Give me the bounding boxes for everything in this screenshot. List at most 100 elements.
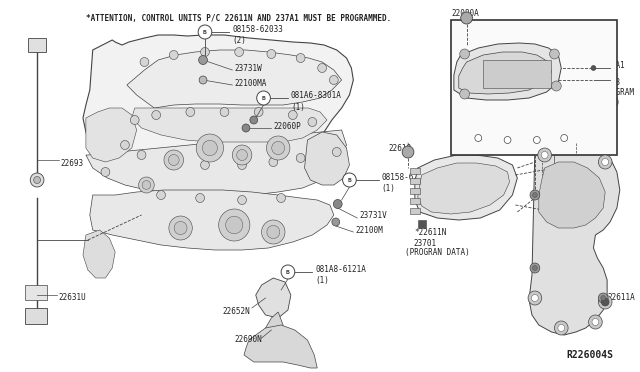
- Circle shape: [120, 141, 129, 150]
- Circle shape: [308, 118, 317, 126]
- Circle shape: [601, 298, 609, 306]
- Text: 08158-62033: 08158-62033: [232, 25, 283, 33]
- Text: DATA): DATA): [597, 97, 621, 106]
- Circle shape: [137, 151, 146, 160]
- Polygon shape: [539, 162, 605, 228]
- Circle shape: [558, 324, 564, 331]
- Circle shape: [276, 193, 285, 202]
- Polygon shape: [459, 52, 552, 94]
- Polygon shape: [86, 130, 346, 195]
- Circle shape: [196, 193, 205, 202]
- Circle shape: [402, 146, 414, 158]
- Circle shape: [202, 140, 218, 156]
- Circle shape: [237, 150, 248, 160]
- Text: R226004S: R226004S: [566, 350, 613, 360]
- Circle shape: [101, 167, 110, 176]
- Text: 237A3: 237A3: [597, 77, 621, 87]
- Circle shape: [289, 110, 297, 119]
- Text: 22652N: 22652N: [223, 308, 250, 317]
- Text: B: B: [348, 177, 351, 183]
- Bar: [410, 168, 420, 174]
- Circle shape: [461, 12, 472, 24]
- Circle shape: [142, 180, 150, 189]
- Circle shape: [152, 110, 161, 119]
- Text: B: B: [262, 96, 266, 100]
- Text: *22611N: *22611N: [414, 228, 446, 237]
- Circle shape: [601, 295, 605, 301]
- Circle shape: [164, 150, 184, 170]
- Circle shape: [196, 134, 223, 162]
- Text: (1): (1): [291, 103, 305, 112]
- Circle shape: [157, 190, 166, 199]
- Circle shape: [460, 89, 470, 99]
- Text: 22690N: 22690N: [234, 336, 262, 344]
- Circle shape: [460, 49, 470, 59]
- Circle shape: [200, 160, 209, 170]
- Circle shape: [250, 116, 258, 124]
- Text: 23701: 23701: [414, 238, 437, 247]
- Bar: [28, 38, 46, 52]
- Text: 081A8-6121A: 081A8-6121A: [316, 264, 366, 273]
- Circle shape: [296, 54, 305, 62]
- Polygon shape: [454, 43, 561, 100]
- Circle shape: [237, 196, 246, 205]
- Circle shape: [532, 266, 538, 270]
- Circle shape: [332, 148, 341, 157]
- Circle shape: [199, 76, 207, 84]
- Circle shape: [541, 151, 548, 158]
- Circle shape: [169, 216, 192, 240]
- Circle shape: [602, 158, 609, 166]
- Circle shape: [235, 48, 244, 57]
- Circle shape: [332, 218, 340, 226]
- Text: 22631U: 22631U: [59, 294, 86, 302]
- Circle shape: [200, 48, 209, 57]
- Circle shape: [554, 321, 568, 335]
- Circle shape: [533, 137, 540, 144]
- Circle shape: [220, 108, 229, 116]
- Circle shape: [561, 135, 568, 141]
- Circle shape: [232, 145, 252, 165]
- Circle shape: [170, 51, 178, 60]
- Circle shape: [530, 190, 540, 200]
- Circle shape: [598, 155, 612, 169]
- Circle shape: [219, 209, 250, 241]
- Polygon shape: [127, 50, 342, 108]
- Circle shape: [237, 160, 246, 170]
- Polygon shape: [418, 163, 509, 214]
- Bar: [418, 220, 426, 228]
- Text: 22611A: 22611A: [519, 144, 547, 153]
- Text: 22618: 22618: [388, 144, 412, 153]
- Polygon shape: [266, 312, 283, 348]
- Polygon shape: [83, 35, 353, 188]
- Text: (PROGRAN DATA): (PROGRAN DATA): [405, 248, 470, 257]
- Polygon shape: [90, 190, 334, 250]
- Circle shape: [550, 49, 559, 59]
- Circle shape: [198, 55, 207, 64]
- Circle shape: [272, 141, 285, 155]
- Polygon shape: [305, 132, 349, 185]
- Circle shape: [296, 154, 305, 163]
- Text: 081A6-8301A: 081A6-8301A: [291, 90, 342, 99]
- Text: 22080A: 22080A: [451, 9, 479, 17]
- Text: 22612: 22612: [558, 134, 582, 142]
- Circle shape: [342, 173, 356, 187]
- Bar: [483, 60, 552, 88]
- Text: 23731V: 23731V: [359, 211, 387, 219]
- Circle shape: [267, 225, 280, 238]
- Text: (1): (1): [381, 183, 396, 192]
- Circle shape: [504, 137, 511, 144]
- Text: 22693: 22693: [61, 158, 84, 167]
- Polygon shape: [132, 108, 327, 142]
- Polygon shape: [529, 140, 620, 335]
- Circle shape: [528, 291, 541, 305]
- Text: (PROGRAM: (PROGRAM: [597, 87, 634, 96]
- Circle shape: [530, 263, 540, 273]
- Circle shape: [598, 293, 608, 303]
- Circle shape: [602, 298, 609, 305]
- Circle shape: [174, 221, 187, 235]
- Circle shape: [330, 76, 338, 84]
- Polygon shape: [86, 108, 137, 162]
- Polygon shape: [256, 278, 291, 318]
- Circle shape: [591, 65, 596, 71]
- Text: 22611A: 22611A: [517, 144, 545, 153]
